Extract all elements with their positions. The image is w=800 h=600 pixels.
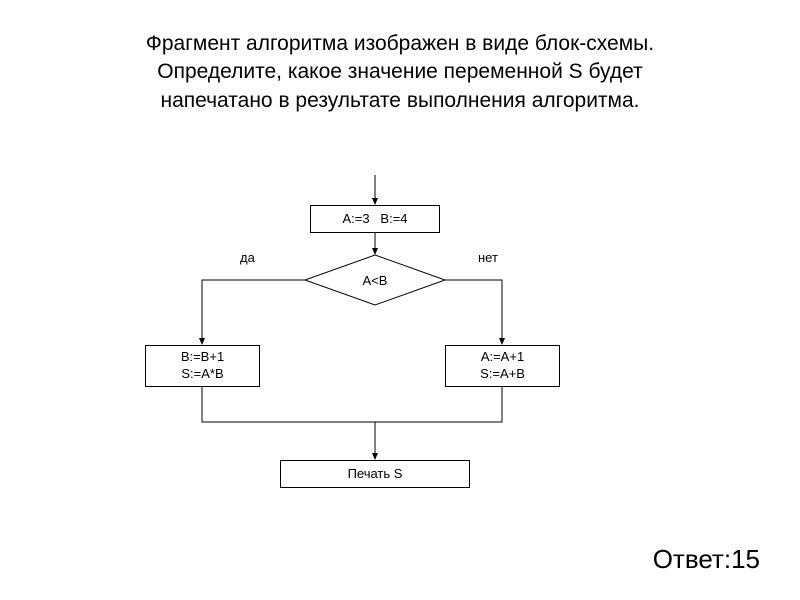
answer-label: Ответ: bbox=[653, 544, 731, 574]
node-right-branch: A:=A+1 S:=A+B bbox=[445, 345, 560, 387]
node-right-text: A:=A+1 S:=A+B bbox=[480, 349, 525, 383]
node-left-text: B:=B+1 S:=A*B bbox=[181, 349, 224, 383]
title-line-2: Определите, какое значение переменной S … bbox=[50, 58, 750, 86]
title-line-3: напечатано в результате выполнения алгор… bbox=[50, 87, 750, 115]
label-no: нет bbox=[478, 250, 498, 265]
node-condition-text: A<B bbox=[305, 255, 445, 305]
title-line-1: Фрагмент алгоритма изображен в виде блок… bbox=[50, 30, 750, 58]
node-condition: A<B bbox=[305, 255, 445, 305]
node-init-text: A:=3 B:=4 bbox=[342, 211, 407, 228]
answer-value: 15 bbox=[731, 544, 760, 574]
answer-text: Ответ:15 bbox=[653, 544, 760, 575]
node-print: Печать S bbox=[280, 460, 470, 488]
node-init: A:=3 B:=4 bbox=[310, 205, 440, 233]
node-left-branch: B:=B+1 S:=A*B bbox=[145, 345, 260, 387]
flowchart-container: A:=3 B:=4 A<B да нет B:=B+1 S:=A*B A:=A+… bbox=[0, 160, 800, 560]
problem-title: Фрагмент алгоритма изображен в виде блок… bbox=[0, 0, 800, 125]
label-yes: да bbox=[240, 250, 255, 265]
node-print-text: Печать S bbox=[348, 466, 403, 483]
